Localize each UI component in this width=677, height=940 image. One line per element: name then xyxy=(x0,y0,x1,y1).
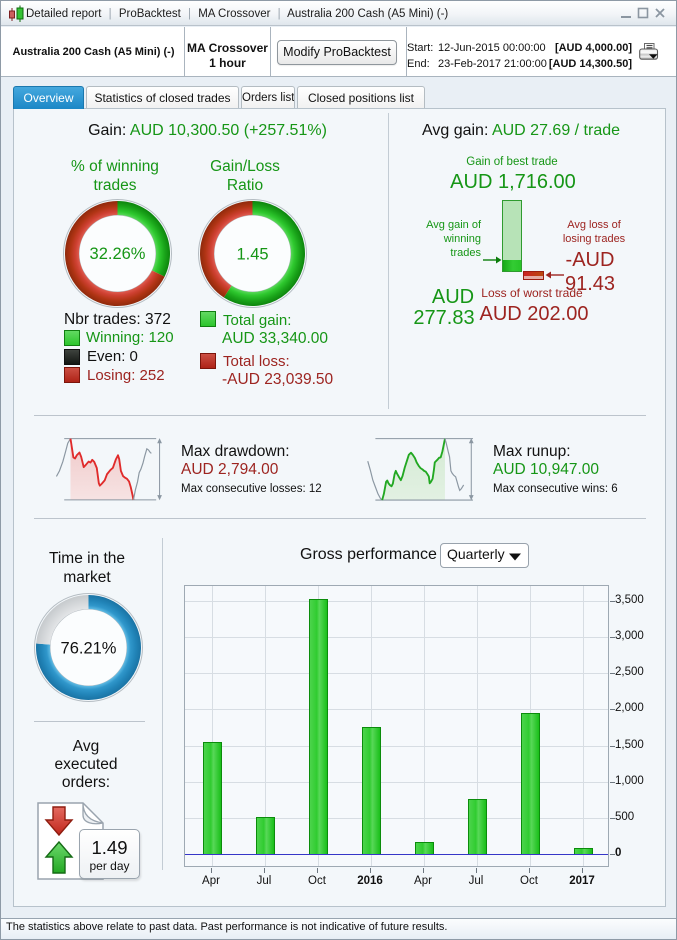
svg-text:32.26%: 32.26% xyxy=(90,245,146,263)
svg-text:76.21%: 76.21% xyxy=(61,640,117,658)
svg-text:1.45: 1.45 xyxy=(236,246,268,264)
